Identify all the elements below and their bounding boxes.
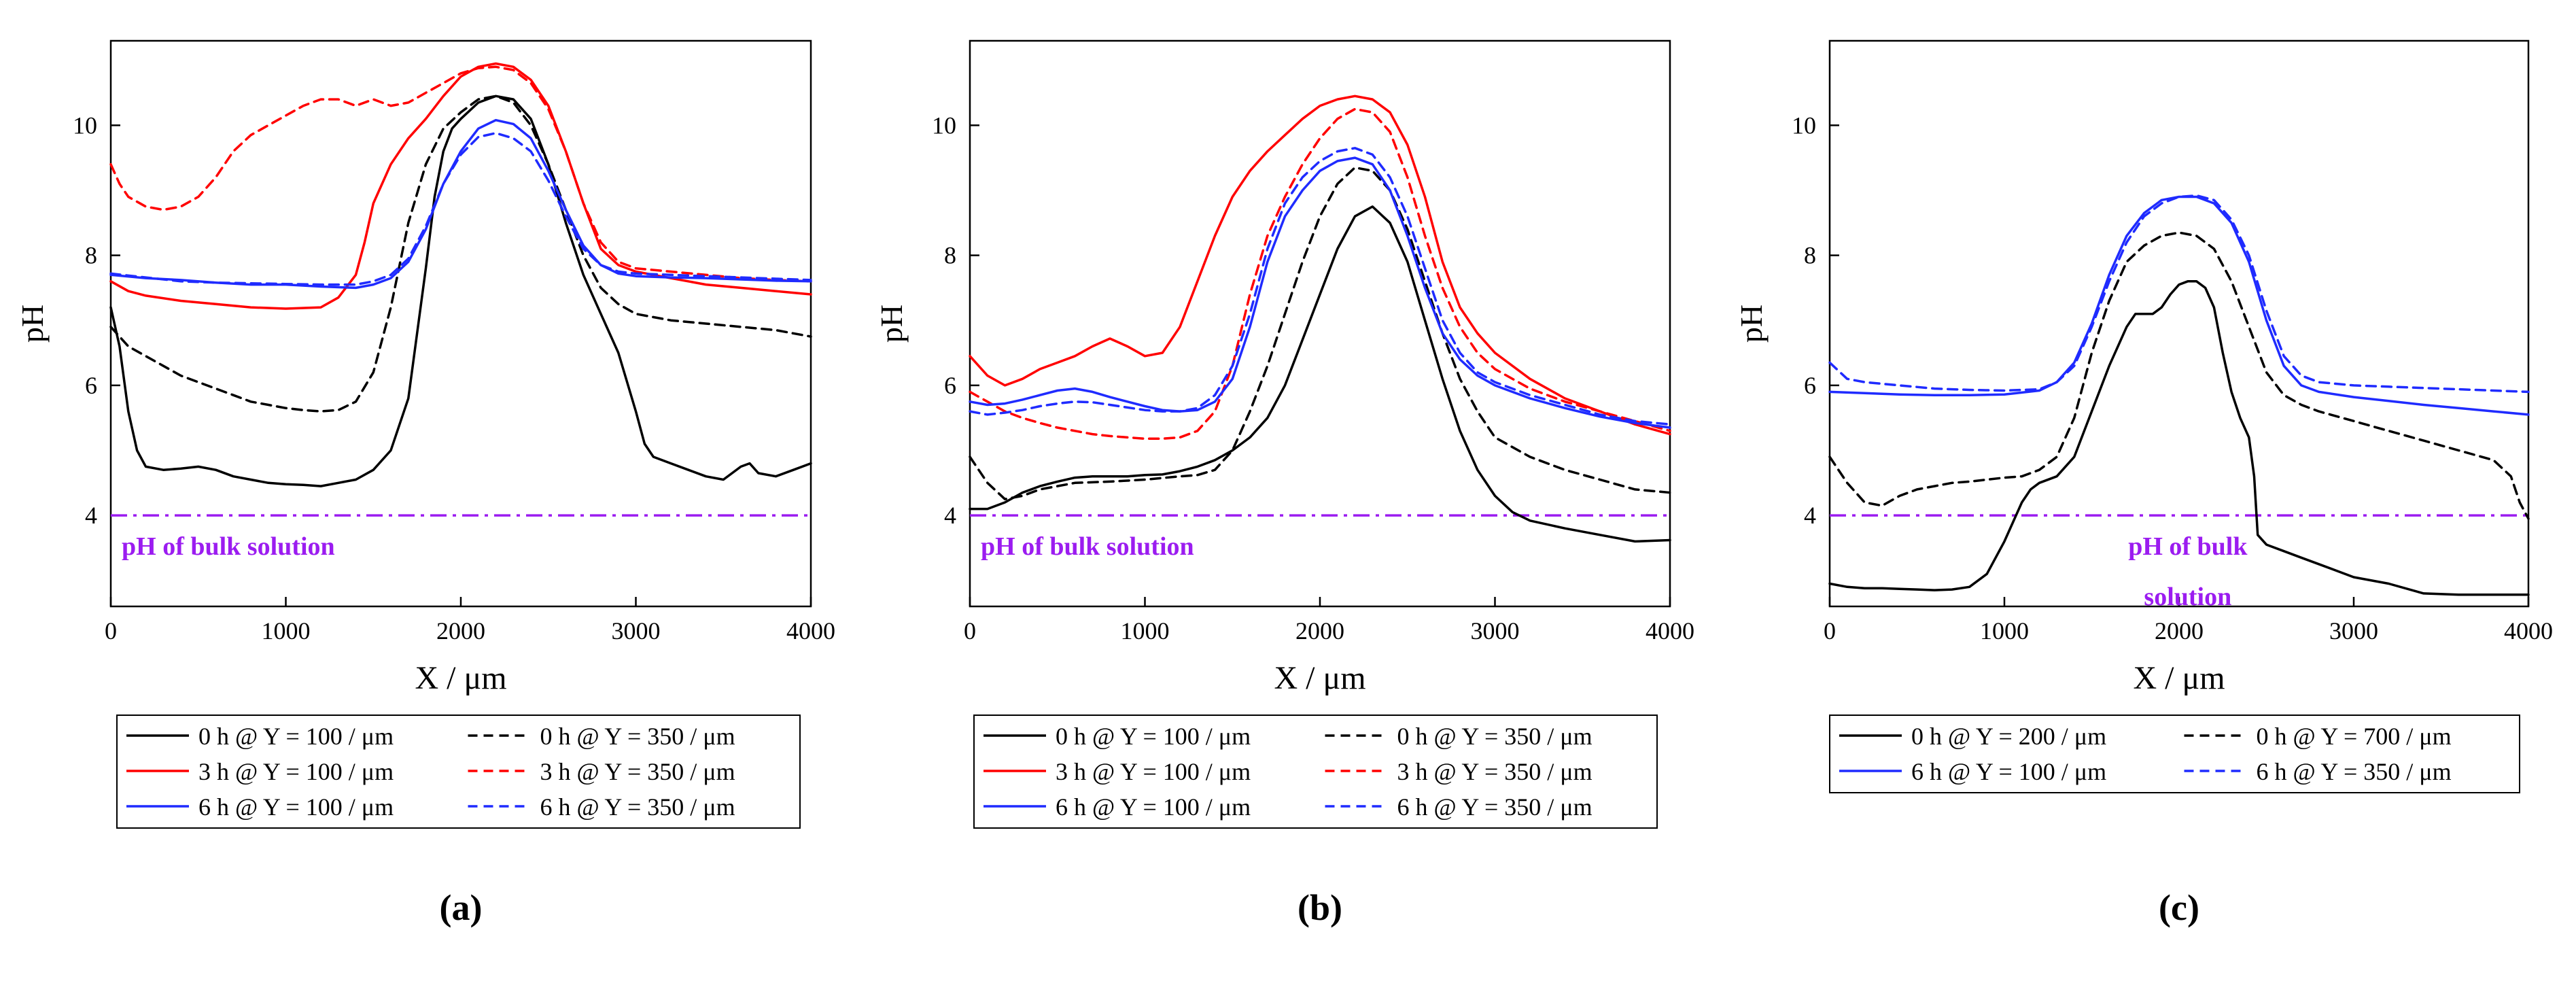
legend-box xyxy=(1829,715,2520,793)
y-axis-label: pH xyxy=(874,305,909,343)
y-axis-label: pH xyxy=(1734,305,1769,343)
series-line xyxy=(969,147,1671,426)
legend-label: 6 h @ Y = 100 / μm xyxy=(1056,793,1251,821)
x-tick-label: 3000 xyxy=(612,617,661,644)
legend-label: 0 h @ Y = 700 / μm xyxy=(2257,723,2452,750)
bulk-ph-annotation-line: solution xyxy=(2144,583,2231,611)
y-tick-label: 6 xyxy=(1804,372,1816,399)
series-line xyxy=(109,65,812,283)
legend-label: 6 h @ Y = 350 / μm xyxy=(1397,793,1592,821)
y-tick-label: 10 xyxy=(932,111,956,139)
x-tick-label: 0 xyxy=(964,617,976,644)
x-tick-label: 2000 xyxy=(2155,617,2204,644)
x-tick-label: 1000 xyxy=(1980,617,2029,644)
series-line xyxy=(109,62,812,310)
legend-label: 6 h @ Y = 350 / μm xyxy=(540,793,735,821)
y-tick-label: 8 xyxy=(85,242,97,269)
x-tick-label: 4000 xyxy=(2504,617,2553,644)
y-tick-label: 8 xyxy=(1804,242,1816,269)
y-tick-label: 6 xyxy=(85,372,97,399)
series-line xyxy=(969,166,1671,500)
legend-box xyxy=(116,715,801,829)
plot-frame xyxy=(969,39,1671,608)
y-tick-label: 4 xyxy=(1804,502,1816,529)
legend-label: 3 h @ Y = 100 / μm xyxy=(1056,758,1251,785)
y-tick-label: 4 xyxy=(85,502,97,529)
legend-label: 3 h @ Y = 100 / μm xyxy=(198,758,394,785)
x-axis-label: X / μm xyxy=(2133,660,2225,696)
plot-frame xyxy=(1828,39,2530,608)
y-tick-label: 4 xyxy=(944,502,956,529)
legend-label: 0 h @ Y = 100 / μm xyxy=(1056,723,1251,750)
series-line xyxy=(1828,195,2530,416)
legend-label: 0 h @ Y = 350 / μm xyxy=(540,723,735,750)
legend-label: 3 h @ Y = 350 / μm xyxy=(540,758,735,785)
y-tick-label: 10 xyxy=(1792,111,1816,139)
x-tick-label: 4000 xyxy=(1646,617,1694,644)
panel-label: (a) xyxy=(440,887,483,928)
x-tick-label: 0 xyxy=(105,617,117,644)
legend-label: 6 h @ Y = 100 / μm xyxy=(198,793,394,821)
x-tick-label: 3000 xyxy=(1471,617,1520,644)
legend-label: 0 h @ Y = 100 / μm xyxy=(198,723,394,750)
bulk-ph-annotation: pH of bulk solution xyxy=(122,532,335,561)
series-line xyxy=(969,156,1671,429)
legend-label: 0 h @ Y = 350 / μm xyxy=(1397,723,1592,750)
y-tick-label: 10 xyxy=(73,111,97,139)
series-line xyxy=(109,118,812,290)
legend-box xyxy=(973,715,1658,829)
series-line xyxy=(969,107,1671,441)
x-axis-label: X / μm xyxy=(1274,660,1365,696)
panel-b: 0 1000 2000 3000 4000 4 6 8 10 X / μm pH pH of bulk… xyxy=(874,39,1694,928)
series-line xyxy=(109,94,812,413)
legend-label: 0 h @ Y = 200 / μm xyxy=(1911,723,2106,750)
bulk-ph-annotation: pH of bulk solution xyxy=(981,532,1194,561)
x-tick-label: 2000 xyxy=(1295,617,1344,644)
panel-label: (c) xyxy=(2159,887,2199,928)
y-tick-label: 8 xyxy=(944,242,956,269)
y-axis-label: pH xyxy=(15,305,50,343)
x-tick-label: 0 xyxy=(1824,617,1836,644)
legend-label: 6 h @ Y = 100 / μm xyxy=(1911,758,2106,785)
panel-label: (b) xyxy=(1298,887,1342,928)
legend-label: 3 h @ Y = 350 / μm xyxy=(1397,758,1592,785)
series-line xyxy=(969,94,1671,436)
series-line xyxy=(109,132,812,286)
panel-a: 0 1000 2000 3000 4000 4 6 8 10 X / μm pH pH of bulk… xyxy=(15,39,835,928)
x-tick-label: 2000 xyxy=(436,617,485,644)
y-tick-label: 6 xyxy=(944,372,956,399)
panel-c: 0 1000 2000 3000 4000 4 6 8 10 X / μm pH pH of bulk… xyxy=(1734,39,2553,928)
legend-label: 6 h @ Y = 350 / μm xyxy=(2257,758,2452,785)
series-line xyxy=(1828,231,2530,520)
series-line xyxy=(109,94,812,487)
x-tick-label: 1000 xyxy=(1121,617,1170,644)
series-line xyxy=(1828,280,2530,596)
series-line xyxy=(969,205,1671,543)
x-tick-label: 3000 xyxy=(2329,617,2378,644)
x-tick-label: 4000 xyxy=(786,617,835,644)
series-line xyxy=(1828,194,2530,394)
bulk-ph-annotation-line: pH of bulk xyxy=(2128,532,2248,561)
x-axis-label: X / μm xyxy=(415,660,506,696)
x-tick-label: 1000 xyxy=(262,617,311,644)
